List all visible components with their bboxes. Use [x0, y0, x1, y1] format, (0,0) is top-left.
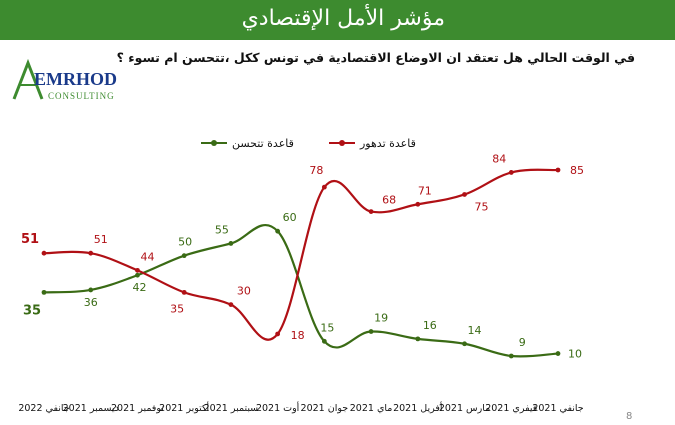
company-logo: EMRHOD CONSULTING	[12, 58, 117, 101]
data-point-worsening	[41, 250, 47, 256]
data-point-improving	[555, 351, 561, 356]
data-point-worsening	[135, 267, 140, 273]
data-point-worsening	[181, 289, 187, 295]
data-point-improving	[275, 228, 281, 234]
data-point-improving	[508, 353, 514, 359]
x-tick-label: جانفي 2022	[18, 403, 69, 414]
data-point-worsening	[321, 184, 327, 190]
data-label-worsening: 35	[170, 302, 184, 315]
data-label-worsening: 75	[475, 200, 489, 213]
data-point-worsening	[368, 209, 374, 215]
x-tick-label: جانفي 2021	[532, 403, 583, 414]
data-label-improving: 55	[215, 223, 229, 236]
data-label-worsening: 78	[309, 164, 323, 177]
plot-area: 35 36 42 50 55 60 15 19 16 14 9 10 51 51 44 35 30 18 78 68 7…	[21, 152, 584, 360]
data-point-worsening	[88, 250, 94, 256]
data-label-improving: 16	[423, 319, 437, 332]
data-label-worsening: 30	[237, 285, 251, 298]
legend-item-improving: قاعدة تتحسن	[201, 137, 294, 150]
data-point-improving	[415, 336, 421, 342]
legend-label-worsening: قاعدة تدهور	[359, 137, 416, 150]
data-point-improving	[88, 287, 94, 293]
page-number: 8	[626, 411, 633, 422]
data-label-improving: 35	[23, 303, 41, 318]
data-point-improving	[368, 329, 374, 334]
data-point-improving	[462, 341, 467, 347]
logo-brand-text: EMRHOD	[34, 69, 117, 89]
data-label-improving: 36	[84, 296, 98, 309]
data-point-improving	[135, 272, 140, 278]
data-label-improving: 42	[132, 281, 146, 294]
data-label-worsening: 71	[418, 184, 432, 197]
data-label-improving: 19	[374, 312, 388, 325]
logo-sub-text: CONSULTING	[48, 91, 115, 101]
data-point-worsening	[228, 302, 234, 308]
x-tick-label: ماي 2021	[350, 403, 393, 414]
survey-question: في الوقت الحالي هل تعتقد ان الاوضاع الاق…	[116, 50, 635, 65]
data-label-worsening: 51	[21, 232, 39, 247]
data-point-improving	[41, 289, 47, 295]
data-label-improving: 50	[178, 236, 192, 249]
data-label-worsening: 85	[570, 164, 584, 177]
page-title: مؤشر الأمل الإقتصادي	[241, 6, 445, 31]
data-label-improving: 60	[283, 211, 297, 224]
data-label-worsening: 44	[140, 250, 154, 263]
x-tick-label: فيفري 2021	[485, 403, 537, 414]
data-point-improving	[228, 241, 234, 246]
x-tick-label: أكتوبر 2021	[159, 401, 209, 414]
data-label-improving: 10	[568, 348, 582, 361]
x-tick-label: جوان 2021	[301, 403, 349, 414]
data-point-improving	[181, 253, 187, 259]
logo-emblem	[12, 58, 44, 100]
series-line-worsening	[43, 168, 559, 341]
data-label-improving: 14	[468, 324, 482, 337]
x-tick-label: نوفمبر 2021	[111, 403, 164, 414]
x-tick-label: ديسمبر 2021	[63, 403, 119, 414]
header-bar: مؤشر الأمل الإقتصادي	[0, 0, 675, 40]
data-label-worsening: 51	[94, 233, 108, 246]
x-tick-label: أوت 2021	[256, 401, 300, 414]
x-tick-label: سبتمبر 2021	[204, 403, 259, 414]
data-point-worsening	[508, 170, 514, 175]
legend-item-worsening: قاعدة تدهور	[329, 137, 416, 150]
data-point-improving	[321, 338, 327, 344]
data-label-worsening: 84	[492, 152, 506, 165]
data-label-worsening: 68	[382, 194, 396, 207]
data-point-worsening	[555, 167, 561, 173]
data-label-improving: 15	[320, 321, 334, 334]
legend: قاعدة تتحسن قاعدة تدهور	[201, 137, 416, 150]
data-point-worsening	[462, 192, 467, 197]
legend-label-improving: قاعدة تتحسن	[232, 137, 294, 150]
legend-marker-red	[339, 140, 345, 146]
data-point-worsening	[415, 201, 421, 207]
legend-marker-green	[211, 140, 217, 146]
data-point-worsening	[275, 331, 281, 337]
data-label-improving: 9	[519, 336, 526, 349]
x-tick-label: مارس 2021	[439, 403, 490, 414]
data-label-worsening: 18	[291, 329, 305, 342]
x-tick-label: أفريل 2021	[393, 401, 443, 414]
